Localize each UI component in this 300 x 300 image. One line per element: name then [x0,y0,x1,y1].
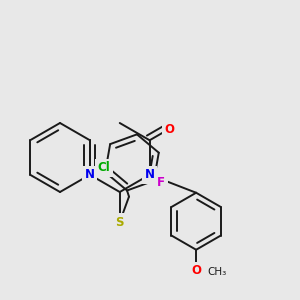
Text: CH₃: CH₃ [208,267,227,277]
Text: S: S [116,215,124,229]
Text: O: O [164,122,174,136]
Text: N: N [85,168,95,181]
Text: O: O [191,264,201,277]
Text: F: F [157,176,165,189]
Text: Cl: Cl [97,161,110,174]
Text: N: N [145,168,154,181]
